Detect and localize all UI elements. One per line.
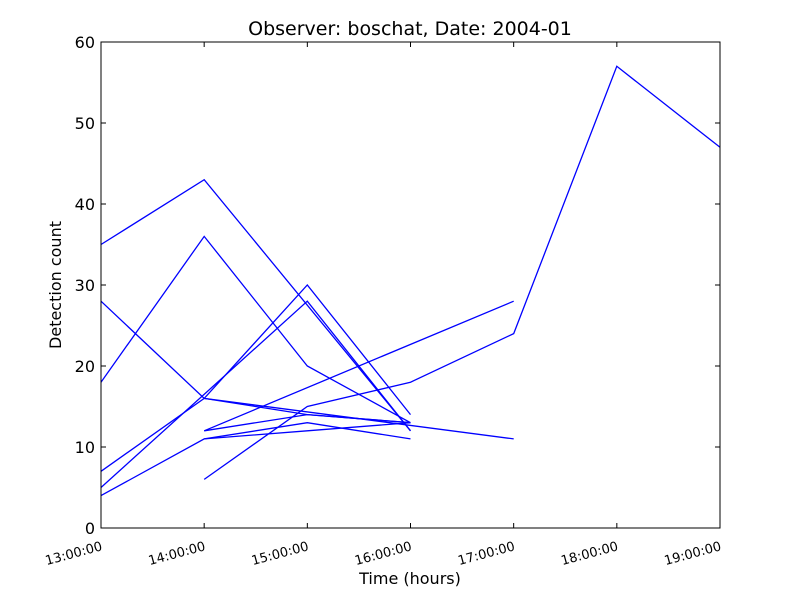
y-tick-label: 60 xyxy=(75,33,95,52)
series-line-4 xyxy=(100,283,412,472)
y-tick-label: 10 xyxy=(75,438,95,457)
x-axis-label: Time (hours) xyxy=(358,569,461,588)
series-line-6 xyxy=(100,422,411,497)
y-tick-label: 30 xyxy=(75,276,95,295)
series-line-10 xyxy=(204,422,411,440)
y-axis-label: Detection count xyxy=(46,221,65,349)
y-tick-label: 0 xyxy=(85,519,95,538)
y-tick-label: 20 xyxy=(75,357,95,376)
series-line-5 xyxy=(100,300,412,488)
series-layer xyxy=(100,65,721,497)
series-line-11 xyxy=(203,300,514,432)
series-line-7 xyxy=(203,65,721,480)
series-line-1 xyxy=(100,178,412,432)
series-line-9 xyxy=(204,397,411,424)
y-tick-label: 50 xyxy=(75,114,95,133)
y-tick-label: 40 xyxy=(75,195,95,214)
chart-title: Observer: boschat, Date: 2004-01 xyxy=(248,18,572,40)
